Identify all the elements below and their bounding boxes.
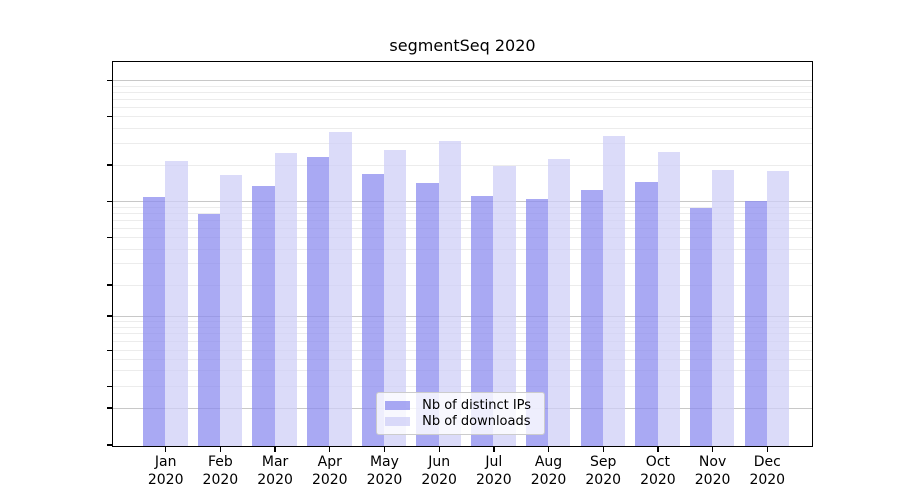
bar-ips-aug <box>525 198 549 446</box>
bar-downloads-oct <box>657 151 680 446</box>
bar-downloads-may <box>384 150 407 446</box>
chart-title: segmentSeq 2020 <box>389 36 536 55</box>
bar-ips-dec <box>744 201 767 446</box>
y-tick-mark <box>107 201 113 203</box>
x-tick-mark <box>547 446 550 452</box>
bar-ips-mar <box>252 186 275 446</box>
y-tick-mark <box>107 350 113 352</box>
gridline-minor <box>113 164 813 166</box>
gridline-minor <box>113 116 813 118</box>
x-tick-label: May 2020 <box>366 454 403 488</box>
x-tick-mark <box>712 446 714 452</box>
gridline-minor <box>113 98 813 100</box>
y-tick-mark <box>107 407 113 409</box>
y-tick-mark <box>107 315 113 317</box>
x-tick-mark <box>165 446 167 452</box>
x-tick-label: Jan 2020 <box>147 454 184 488</box>
y-tick-mark <box>107 80 113 82</box>
bar-ips-jul <box>471 196 494 446</box>
y-tick-mark <box>107 116 113 118</box>
gridline-minor <box>113 128 813 130</box>
bar-downloads-dec <box>766 170 790 446</box>
legend-swatch-ips-icon <box>385 401 411 411</box>
x-tick-label: Nov 2020 <box>694 454 731 488</box>
y-tick-mark <box>107 444 113 446</box>
plot-area: Nb of distinct IPs Nb of downloads <box>112 61 814 447</box>
x-tick-label: Jun 2020 <box>421 454 457 488</box>
x-tick-mark <box>383 446 386 452</box>
bar-downloads-jun <box>438 141 462 446</box>
bar-downloads-sep <box>602 135 626 446</box>
bar-downloads-jan <box>165 161 188 446</box>
x-tick-mark <box>329 446 331 452</box>
x-tick-mark <box>657 446 659 452</box>
gridline-major <box>113 201 813 203</box>
x-tick-label: Mar 2020 <box>257 454 293 488</box>
gridline-minor <box>113 106 813 108</box>
x-tick-mark <box>766 446 768 452</box>
gridline-minor <box>113 85 813 87</box>
legend-swatch-downloads-icon <box>385 416 411 426</box>
x-tick-mark <box>438 446 440 452</box>
legend-item-downloads: Nb of downloads <box>385 414 535 430</box>
bar-downloads-mar <box>274 153 297 446</box>
legend-item-ips: Nb of distinct IPs <box>385 398 535 414</box>
bar-ips-nov <box>689 207 713 446</box>
x-tick-mark <box>493 446 495 452</box>
y-tick-mark <box>107 386 113 388</box>
bar-downloads-nov <box>712 169 735 446</box>
x-tick-label: Oct 2020 <box>640 454 676 488</box>
gridline-major <box>113 80 813 82</box>
legend: Nb of distinct IPs Nb of downloads <box>376 392 546 436</box>
x-tick-label: Dec 2020 <box>749 454 786 488</box>
bar-downloads-apr <box>329 132 352 446</box>
bar-downloads-aug <box>548 159 571 446</box>
gridline-minor <box>113 143 813 145</box>
gridline-minor <box>113 91 813 93</box>
x-tick-mark <box>602 446 604 452</box>
bar-ips-apr <box>307 156 330 446</box>
x-tick-mark <box>219 446 222 452</box>
legend-label-downloads: Nb of downloads <box>422 413 531 429</box>
bar-ips-jun <box>416 183 439 446</box>
bar-ips-feb <box>197 213 220 446</box>
y-tick-mark <box>107 164 113 166</box>
x-tick-label: Sep 2020 <box>585 454 622 488</box>
bar-ips-oct <box>635 182 658 446</box>
bar-ips-sep <box>580 190 603 446</box>
y-tick-mark <box>107 284 113 286</box>
x-tick-mark <box>274 446 276 452</box>
bar-ips-jan <box>142 197 166 446</box>
x-tick-label: Apr 2020 <box>311 454 348 488</box>
x-tick-label: Jul 2020 <box>476 454 512 488</box>
bar-ips-may <box>361 173 385 446</box>
bar-downloads-jul <box>493 165 516 446</box>
x-tick-label: Aug 2020 <box>530 454 567 488</box>
x-tick-label: Feb 2020 <box>202 454 239 488</box>
y-tick-mark <box>107 236 113 238</box>
legend-label-ips: Nb of distinct IPs <box>422 398 532 414</box>
bar-downloads-feb <box>219 175 243 446</box>
